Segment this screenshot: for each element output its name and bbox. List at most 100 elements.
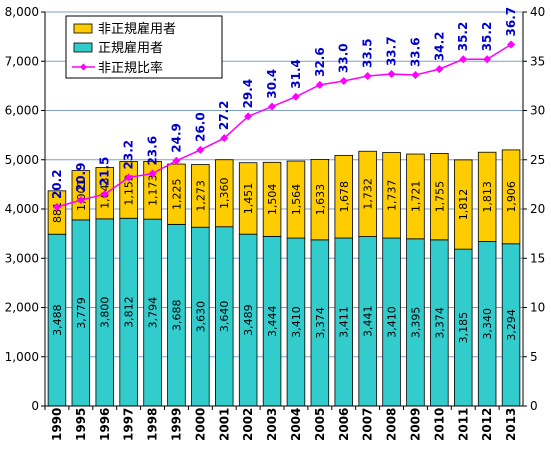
bar-label-regular: 3,488 [51, 304, 64, 336]
x-tick-label: 2006 [337, 408, 351, 441]
bar-label-regular: 3,185 [457, 312, 470, 344]
bar-label-nonregular: 1,152 [123, 174, 136, 206]
ratio-label: 36.7 [504, 7, 518, 37]
bar-label-regular: 3,812 [123, 296, 136, 328]
bar-nonregular [477, 151, 497, 242]
ratio-label: 21.5 [98, 157, 112, 187]
ratio-point [196, 145, 205, 154]
bar-label-regular: 3,410 [290, 306, 303, 338]
bar-label-regular: 3,800 [99, 297, 112, 329]
ratio-point [339, 76, 348, 85]
bar-nonregular [191, 164, 210, 228]
bar-label-regular: 3,630 [194, 301, 207, 333]
y2-tick-label: 15 [530, 251, 545, 265]
bar-label-nonregular: 1,721 [409, 181, 422, 213]
legend-label-regular: 正規雇用者 [98, 40, 163, 56]
bar-label-regular: 3,444 [266, 305, 279, 337]
ratio-point [435, 65, 444, 74]
bar-label-regular: 3,374 [433, 307, 446, 339]
ratio-point [268, 102, 277, 111]
ratio-label: 34.2 [432, 32, 446, 62]
bar-label-nonregular: 1,813 [481, 181, 494, 213]
y2-tick-label: 25 [530, 153, 545, 167]
bar-label-nonregular: 1,812 [457, 189, 470, 221]
ratio-point [52, 203, 61, 212]
legend-label-ratio: 非正規比率 [98, 60, 163, 76]
x-tick-label: 1998 [146, 408, 160, 441]
x-tick-label: 2009 [408, 408, 422, 441]
bar-label-nonregular: 1,273 [194, 180, 207, 212]
bar-label-regular: 3,410 [386, 306, 399, 338]
legend-marker-ratio [80, 63, 87, 71]
ratio-label: 23.6 [146, 136, 160, 166]
x-tick-label: 2012 [480, 408, 494, 441]
ratio-point [507, 40, 516, 49]
bar-label-regular: 3,688 [170, 299, 183, 331]
y-tick-label: 3,000 [5, 251, 39, 265]
bar-label-regular: 3,294 [505, 309, 518, 341]
y2-tick-label: 35 [530, 54, 545, 68]
ratio-label: 35.2 [456, 22, 470, 52]
y2-tick-label: 40 [530, 5, 545, 19]
y-tick-label: 0 [31, 399, 39, 413]
ratio-label: 24.9 [169, 123, 183, 153]
x-tick-label: 2001 [217, 408, 231, 441]
bar-label-regular: 3,395 [409, 307, 422, 339]
bar-label-regular: 3,640 [218, 301, 231, 333]
bar-nonregular [71, 170, 91, 221]
bar-label-regular: 3,340 [481, 308, 494, 340]
y-tick-label: 1,000 [5, 350, 39, 364]
x-tick-label: 2011 [456, 408, 470, 441]
bars: 3,4888813,7791,0013,8001,0433,8121,1523,… [47, 149, 521, 407]
ratio-line [56, 43, 512, 208]
bar-nonregular [286, 160, 306, 239]
x-tick-label: 2004 [289, 408, 303, 441]
ratio-label: 32.6 [313, 47, 327, 77]
bar-label-regular: 3,441 [362, 306, 375, 338]
x-tick-label: 1990 [50, 408, 64, 441]
axes: 0 1,000 2,000 3,000 4,000 5,000 6,000 7,000 8,00… [5, 5, 546, 441]
bar-label-nonregular: 1,678 [338, 181, 351, 213]
ratio-label: 27.2 [217, 100, 231, 130]
y2-tick-label: 30 [530, 104, 545, 118]
bar-nonregular [382, 152, 401, 239]
ratio-label: 30.4 [265, 69, 279, 99]
bar-nonregular [215, 159, 234, 228]
ratio-line-layer: 20.2 20.9 21.5 23.2 23.6 24.9 26.0 27.2 29.4 30.4… [50, 7, 518, 212]
bar-label-nonregular: 1,360 [218, 177, 231, 209]
legend-swatch-regular [73, 42, 93, 53]
ratio-label: 26.0 [193, 112, 207, 142]
ratio-point [220, 134, 229, 143]
bar-label-regular: 3,411 [338, 306, 351, 338]
bar-label-nonregular: 1,633 [314, 184, 327, 216]
ratio-label: 23.2 [122, 140, 136, 170]
legend-label-nonregular: 非正規雇用者 [98, 21, 176, 37]
ratio-point [172, 156, 181, 165]
ratio-point [244, 112, 253, 121]
ratio-point [124, 173, 133, 182]
x-tick-label: 2000 [193, 408, 207, 441]
bar-label-nonregular: 1,755 [433, 181, 446, 213]
ratio-label: 20.9 [74, 163, 88, 193]
y-tick-label: 7,000 [5, 54, 39, 68]
ratio-point [459, 55, 468, 64]
y2-tick-label: 20 [530, 202, 545, 216]
legend-swatch-nonregular [73, 23, 93, 34]
bar-nonregular [501, 149, 521, 245]
ratio-point [100, 190, 109, 199]
bar-nonregular [47, 190, 67, 235]
x-tick-label: 1999 [169, 408, 183, 441]
x-tick-label: 2010 [432, 408, 446, 441]
ratio-label: 29.4 [241, 79, 255, 109]
y-tick-label: 4,000 [5, 202, 39, 216]
bar-nonregular [334, 154, 353, 239]
x-tick-label: 1997 [122, 408, 136, 441]
ratio-point [291, 92, 300, 101]
y2-tick-label: 0 [530, 399, 538, 413]
bar-label-nonregular: 1,225 [170, 178, 183, 210]
bar-nonregular [454, 159, 473, 250]
x-tick-label: 2007 [361, 408, 375, 441]
x-tick-label: 1995 [74, 408, 88, 441]
x-tick-label: 2008 [385, 408, 399, 441]
